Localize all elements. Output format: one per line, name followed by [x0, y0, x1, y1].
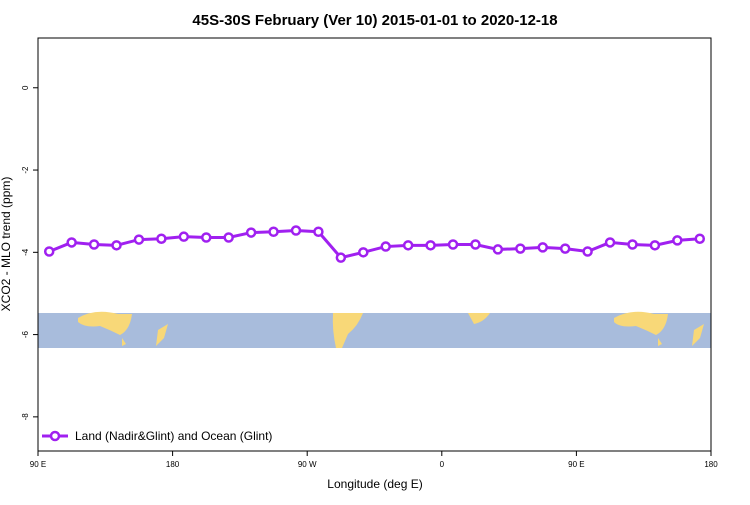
- point: [627, 239, 638, 250]
- y-tick-label: -4: [21, 248, 30, 256]
- point: [178, 231, 190, 242]
- x-tick-label: 0: [440, 460, 445, 469]
- point: [425, 240, 436, 251]
- land: [156, 324, 168, 346]
- ocean: [38, 313, 711, 348]
- chart-title: 45S-30S February (Ver 10) 2015-01-01 to …: [192, 12, 557, 29]
- point: [133, 234, 145, 245]
- land: [122, 338, 126, 346]
- point: [447, 239, 459, 250]
- point: [43, 246, 55, 257]
- point: [66, 237, 77, 248]
- point: [111, 240, 122, 251]
- y-axis-label: XCO2 - MLO trend (ppm): [0, 177, 13, 312]
- x-tick-label: 90 E: [568, 460, 584, 469]
- point: [88, 239, 100, 250]
- land: [78, 311, 132, 335]
- plot-frame: [37, 37, 712, 452]
- x-tick-label: 90 E: [30, 460, 46, 469]
- point: [559, 243, 571, 254]
- point: [268, 226, 279, 237]
- land: [332, 313, 363, 348]
- point: [223, 232, 234, 243]
- point: [492, 244, 504, 255]
- land: [614, 311, 668, 335]
- point: [245, 227, 257, 238]
- point: [649, 240, 661, 251]
- y-tick-label: -2: [21, 166, 30, 174]
- point: [515, 243, 526, 254]
- point: [470, 239, 481, 250]
- point: [335, 252, 347, 263]
- point: [156, 233, 167, 244]
- land: [692, 324, 704, 346]
- x-tick-label: 90 W: [298, 460, 317, 469]
- point: [313, 226, 324, 237]
- point: [201, 232, 212, 243]
- x-tick-label: 180: [166, 460, 180, 469]
- x-axis-label: Longitude (deg E): [327, 477, 422, 491]
- point: [694, 233, 706, 244]
- legend-marker: [49, 430, 61, 442]
- land: [658, 338, 662, 346]
- legend-label: Land (Nadir&Glint) and Ocean (Glint): [75, 429, 272, 443]
- y-tick-label: -6: [21, 330, 30, 338]
- point: [358, 247, 369, 258]
- point: [604, 237, 616, 248]
- point: [380, 241, 391, 252]
- point: [672, 235, 683, 246]
- y-tick-label: -8: [21, 413, 30, 421]
- point: [290, 225, 302, 236]
- point: [537, 242, 548, 253]
- y-tick-label: 0: [21, 85, 30, 90]
- point: [402, 240, 414, 251]
- map-band: [38, 311, 711, 348]
- land: [468, 313, 490, 324]
- point: [582, 246, 593, 257]
- x-tick-label: 180: [704, 460, 718, 469]
